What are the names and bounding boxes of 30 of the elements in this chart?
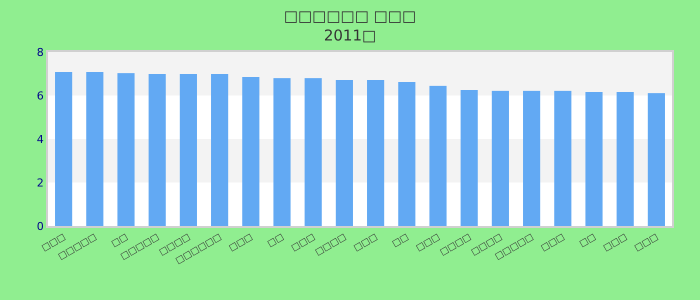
bar (211, 74, 228, 226)
bar (554, 90, 572, 226)
bar (398, 82, 416, 226)
y-tick-label: 2 (36, 176, 44, 190)
bar (492, 90, 509, 226)
chart-title: □□□□□□ □□□ (284, 7, 416, 25)
bar (273, 78, 291, 226)
x-tick-label: □□ (390, 232, 411, 250)
bar (148, 74, 166, 226)
y-tick-label: 8 (36, 46, 44, 59)
bar (55, 72, 72, 226)
x-tick-label: □□ (578, 232, 598, 250)
y-tick-label: 0 (36, 220, 44, 233)
bar (86, 72, 104, 226)
bar (648, 93, 665, 226)
bar (117, 73, 135, 226)
bar (616, 92, 634, 226)
bar (180, 74, 197, 226)
bar (585, 92, 603, 226)
bar (460, 90, 478, 226)
bar (336, 80, 353, 226)
bar (242, 77, 260, 226)
y-tick-label: 4 (36, 132, 44, 146)
bar (523, 90, 540, 226)
x-tick-label: □□ (266, 232, 286, 250)
chart-subtitle: 2011□ (324, 26, 376, 44)
bar (429, 86, 447, 226)
bar (367, 80, 384, 226)
bar (304, 78, 322, 226)
y-tick-label: 6 (36, 89, 44, 102)
